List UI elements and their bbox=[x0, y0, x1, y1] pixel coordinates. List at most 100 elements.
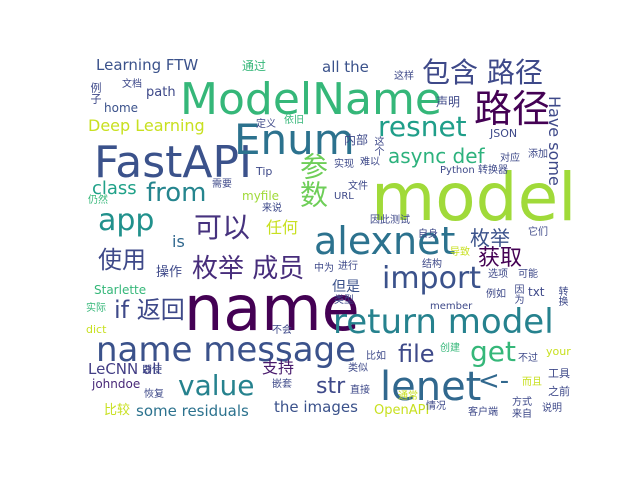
word-enum: Enum bbox=[234, 115, 355, 164]
word-xuyao: 需要 bbox=[212, 179, 232, 190]
word-model: model bbox=[371, 159, 577, 236]
word-path: path bbox=[146, 85, 176, 100]
word-gongju: 工具 bbox=[548, 367, 570, 380]
word-modelname: ModelName bbox=[180, 74, 442, 125]
word-zhijie: 直接 bbox=[350, 385, 370, 396]
word-zhongwei: 中为 bbox=[314, 263, 334, 274]
word-huifu: 恢复 bbox=[144, 389, 164, 400]
word-daozhi: 导致 bbox=[450, 247, 470, 258]
word-alexnet: alexnet bbox=[314, 219, 456, 263]
word-async-def: async def bbox=[388, 144, 485, 168]
word-biru: 比如 bbox=[366, 351, 386, 362]
word-caozuo: 操作 bbox=[156, 265, 183, 280]
word-get: get bbox=[470, 335, 516, 368]
word-qiantao: 嵌套 bbox=[272, 379, 292, 390]
word-shiji: 实际 bbox=[86, 303, 106, 314]
word-xuanxiang: 选项 bbox=[488, 269, 508, 280]
word-deep-learning: Deep Learning bbox=[88, 116, 205, 135]
word-tongguo: 通过 bbox=[242, 59, 267, 73]
word-lizi: 例子 bbox=[89, 82, 102, 104]
word-jishi: 即使 bbox=[142, 365, 162, 376]
word-your: your bbox=[546, 345, 571, 358]
word-yijiu: 依旧 bbox=[284, 115, 304, 126]
word-meiju: 枚举 bbox=[470, 226, 510, 250]
word-dict: dict bbox=[86, 323, 107, 336]
word-jinxing: 进行 bbox=[338, 261, 358, 272]
word-member: member bbox=[430, 301, 473, 312]
word-tongchang: 通常 bbox=[398, 391, 418, 402]
word-return-model: return model bbox=[333, 302, 554, 342]
word-fangshi: 方式 bbox=[512, 397, 532, 408]
word-qingkuang: 情况 bbox=[426, 401, 446, 412]
word-renhe: 任何 bbox=[266, 218, 299, 237]
word-rengran: 仍然 bbox=[88, 195, 108, 206]
word-shuoming: 说明 bbox=[542, 403, 562, 414]
word-zhichi: 支持 bbox=[262, 358, 295, 377]
word-jiegou: 结构 bbox=[422, 259, 442, 270]
word-wendang: 文档 bbox=[122, 79, 142, 90]
word-txt: txt bbox=[528, 285, 545, 299]
word-shengming: 声明 bbox=[436, 95, 461, 109]
word-python: Python bbox=[440, 165, 475, 176]
word-have-some: Have some bbox=[545, 96, 564, 186]
word-buhui: 不会 bbox=[272, 325, 292, 336]
word-neibu: 内部 bbox=[344, 133, 369, 147]
word-value: value bbox=[178, 369, 255, 402]
word-nanyi: 难以 bbox=[360, 157, 380, 168]
word-leisi: 类似 bbox=[348, 363, 368, 374]
word-zhiqian: 之前 bbox=[548, 385, 570, 398]
word-zishen: 自身 bbox=[418, 229, 438, 240]
word-meiju-chengyuan: 枚举 成员 bbox=[192, 254, 305, 284]
word-file: file bbox=[398, 340, 435, 368]
word-liru: 例如 bbox=[486, 289, 506, 300]
word-if-fanhui: if 返回 bbox=[114, 296, 185, 324]
word-some-residuals: some residuals bbox=[136, 402, 249, 420]
word-yinwei: 因为 bbox=[512, 284, 523, 304]
word-dingyi: 定义 bbox=[256, 119, 276, 130]
word-keyi: 可以 bbox=[194, 211, 251, 244]
word-is: is bbox=[172, 232, 185, 251]
word-lujing-large: 路径 bbox=[474, 87, 551, 131]
word-arrow: <- bbox=[478, 366, 510, 396]
word-learning-ftw: Learning FTW bbox=[96, 56, 199, 74]
word-name: name bbox=[184, 272, 360, 345]
word-canshu: 参数 bbox=[296, 152, 329, 208]
word-url: URL bbox=[334, 191, 354, 202]
word-zhuanhuan: 转换 bbox=[556, 286, 567, 306]
word-resnet: resnet bbox=[378, 110, 467, 143]
word-danshi: 但是 bbox=[332, 279, 360, 295]
word-home: home bbox=[104, 101, 139, 115]
word-buguo: 不过 bbox=[518, 353, 538, 364]
word-kehuduan: 客户端 bbox=[468, 407, 498, 418]
word-zhege: 这个 bbox=[372, 136, 383, 156]
word-wenjian: 文件 bbox=[348, 181, 368, 192]
word-app: app bbox=[98, 203, 155, 238]
word-tip: Tip bbox=[256, 165, 273, 178]
word-from: from bbox=[146, 178, 207, 208]
word-json: JSON bbox=[490, 127, 518, 140]
word-chuangjian: 创建 bbox=[440, 343, 460, 354]
word-import: import bbox=[382, 261, 482, 296]
word-leixing: 类型 bbox=[334, 295, 354, 306]
word-openapi: OpenAPI bbox=[374, 403, 430, 418]
word-starlette: Starlette bbox=[94, 283, 147, 297]
word-myfile: myfile bbox=[242, 189, 280, 203]
word-class: class bbox=[92, 178, 137, 199]
word-tamen: 它们 bbox=[528, 227, 548, 238]
word-lenet: lenet bbox=[380, 364, 482, 410]
word-laizi: 来自 bbox=[512, 409, 532, 420]
word-name-message: name message bbox=[96, 330, 357, 370]
word-bijiao: 比较 bbox=[104, 403, 131, 418]
word-fastapi: FastAPI bbox=[94, 137, 253, 188]
word-the-images: the images bbox=[274, 398, 358, 416]
word-laishuo: 来说 bbox=[262, 203, 282, 214]
word-shixian: 实现 bbox=[334, 159, 354, 170]
word-zhuanhuanqi: 转换器 bbox=[478, 165, 508, 176]
word-zheyang: 这样 bbox=[394, 71, 414, 82]
word-baohan-lujing: 包含 路径 bbox=[422, 56, 543, 89]
word-lecnn-all: LeCNN all bbox=[88, 360, 161, 378]
word-tianjia: 添加 bbox=[528, 149, 548, 160]
word-all-the: all the bbox=[322, 58, 369, 76]
word-huoqu: 获取 bbox=[478, 246, 523, 271]
